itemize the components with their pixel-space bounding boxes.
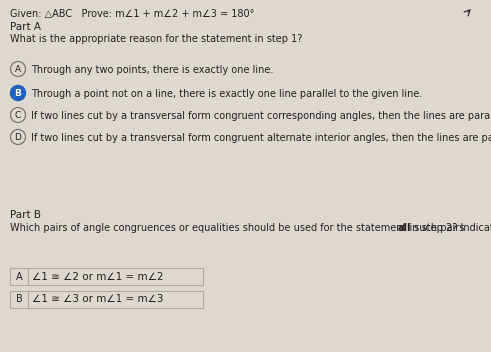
Text: Which pairs of angle congruences or equalities should be used for the statement : Which pairs of angle congruences or equa… [10,223,491,233]
Text: Through a point not on a line, there is exactly one line parallel to the given l: Through a point not on a line, there is … [31,89,422,99]
Text: If two lines cut by a transversal form congruent alternate interior angles, then: If two lines cut by a transversal form c… [31,133,491,143]
Text: ∠1 ≅ ∠2 or m∠1 = m∠2: ∠1 ≅ ∠2 or m∠1 = m∠2 [32,271,164,282]
FancyBboxPatch shape [28,268,203,285]
Text: What is the appropriate reason for the statement in step 1?: What is the appropriate reason for the s… [10,34,302,44]
Text: C: C [15,111,21,119]
Text: ∠1 ≅ ∠3 or m∠1 = m∠3: ∠1 ≅ ∠3 or m∠1 = m∠3 [32,295,164,304]
Text: B: B [16,295,23,304]
FancyBboxPatch shape [10,291,28,308]
Text: A: A [16,271,22,282]
Text: D: D [15,132,22,142]
Text: If two lines cut by a transversal form congruent corresponding angles, then the : If two lines cut by a transversal form c… [31,111,491,121]
Text: Through any two points, there is exactly one line.: Through any two points, there is exactly… [31,65,273,75]
Text: Given: △ABC   Prove: m∠1 + m∠2 + m∠3 = 180°: Given: △ABC Prove: m∠1 + m∠2 + m∠3 = 180… [10,9,254,19]
Text: Part A: Part A [10,22,41,32]
Text: Part B: Part B [10,210,41,220]
Text: B: B [15,88,22,98]
Text: such pairs: such pairs [410,223,464,233]
Text: all: all [398,223,411,233]
FancyBboxPatch shape [28,291,203,308]
Circle shape [10,86,26,101]
Text: A: A [15,64,21,74]
FancyBboxPatch shape [10,268,28,285]
